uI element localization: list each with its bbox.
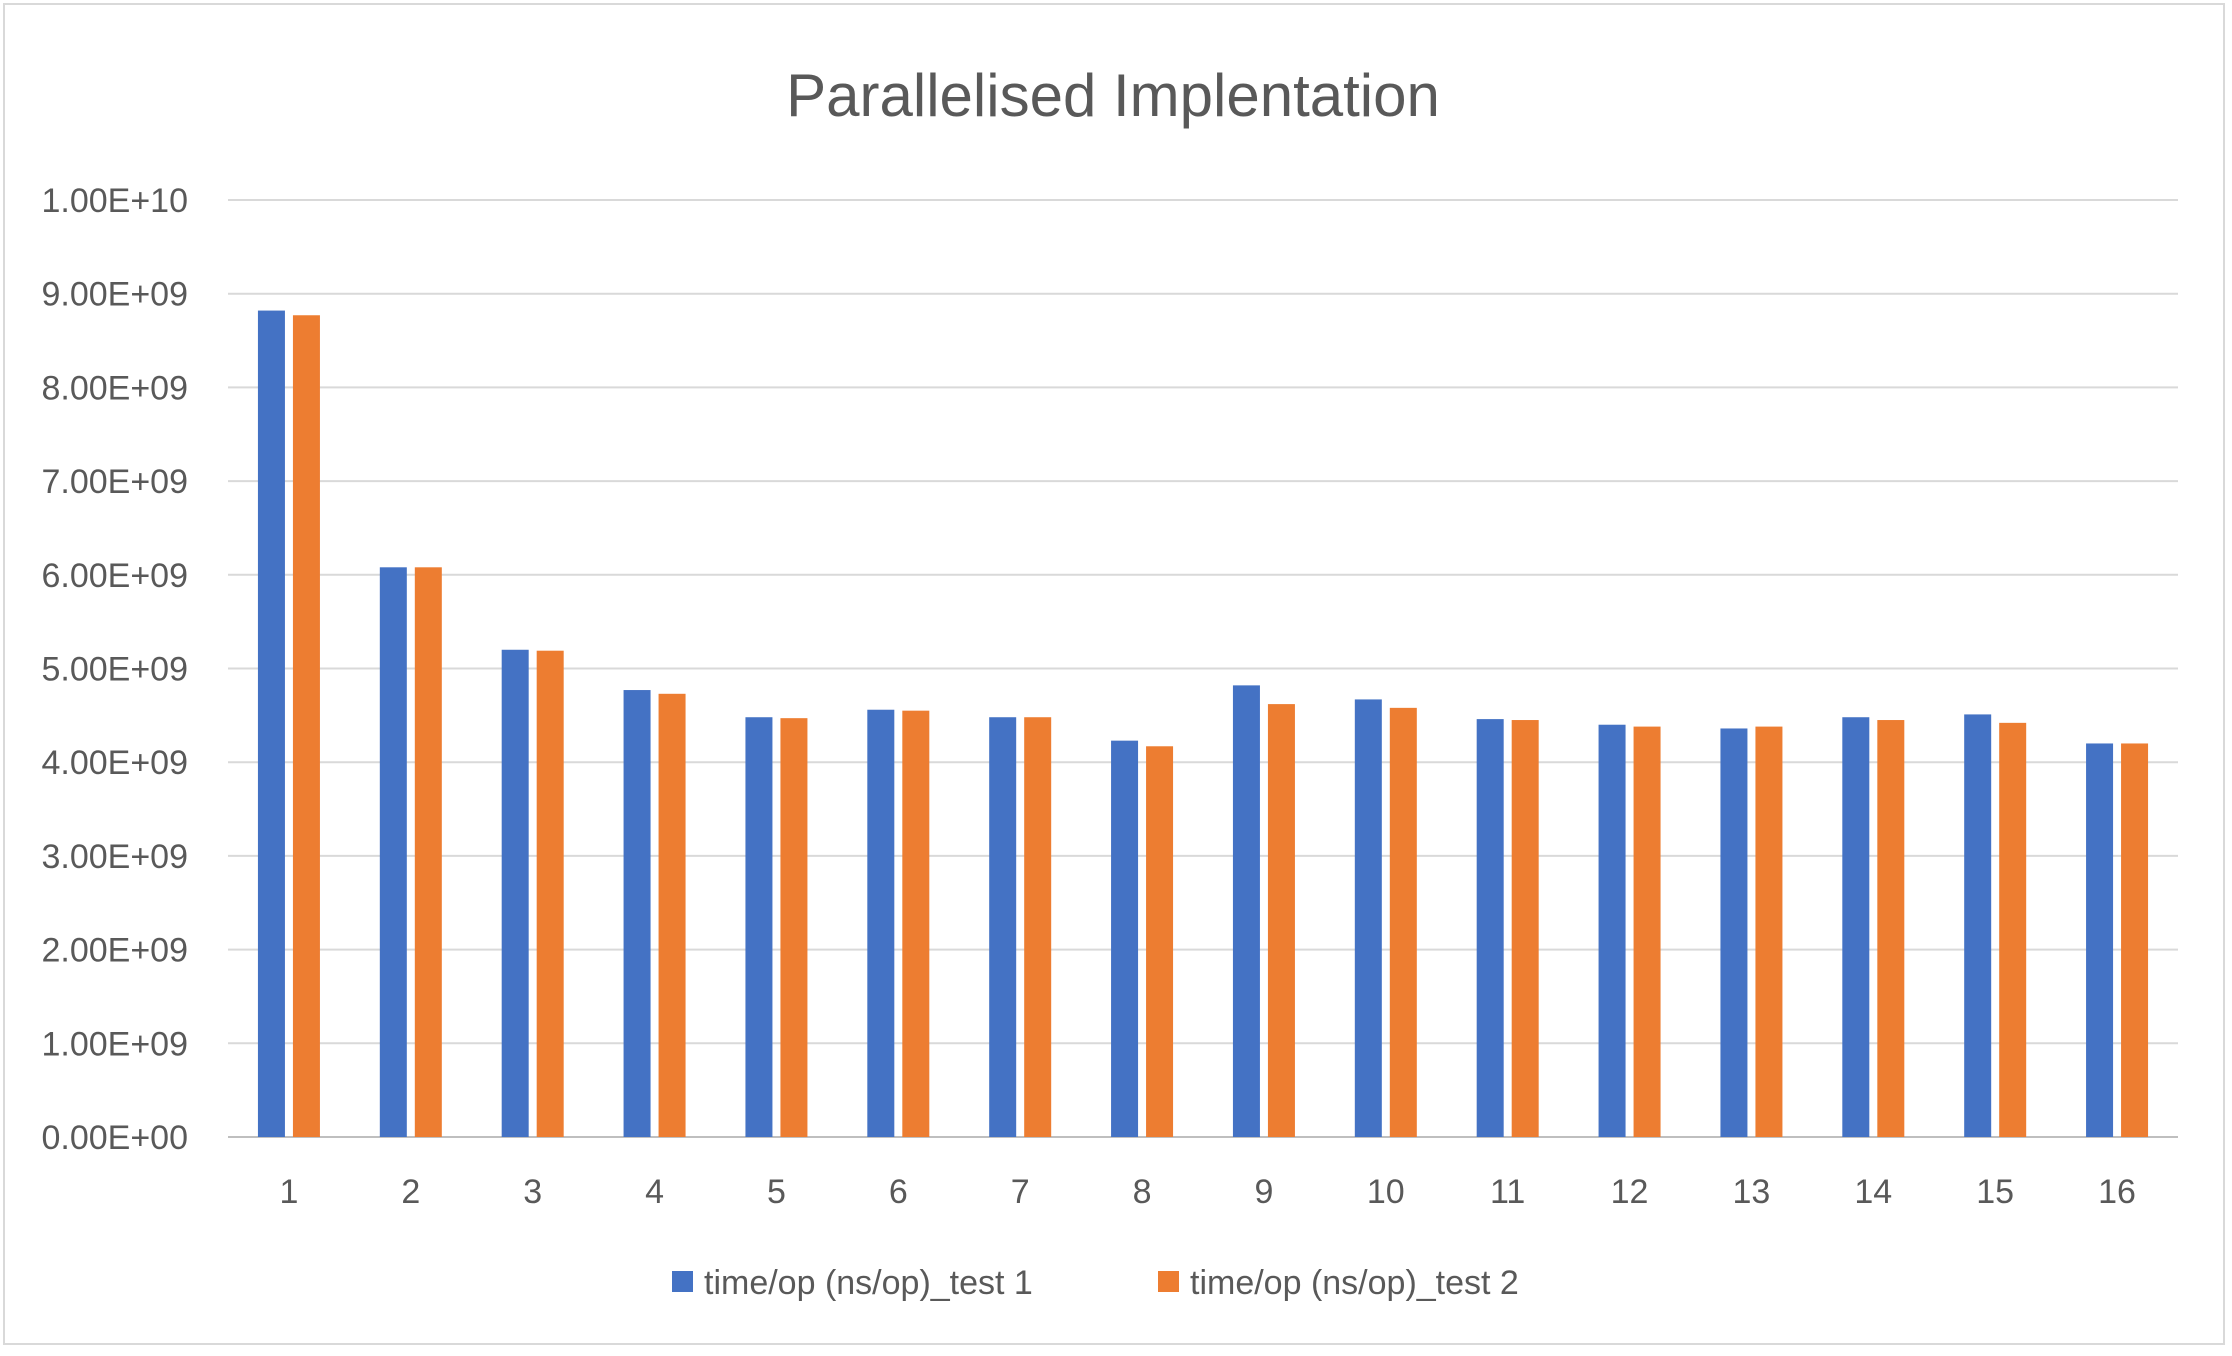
- x-tick-label: 7: [1011, 1173, 1030, 1211]
- x-axis-ticks: 1 2 3 4 5 6 7 8 9 10 11 12 13 14 15 16: [279, 1173, 2136, 1211]
- bar-series-2: [1511, 720, 1539, 1137]
- x-tick-label: 16: [2098, 1173, 2136, 1211]
- x-tick-label: 4: [645, 1173, 664, 1211]
- bar-series-2: [1877, 720, 1905, 1137]
- x-tick-label: 5: [767, 1173, 786, 1211]
- y-tick-label: 9.00E+09: [41, 276, 188, 314]
- legend: time/op (ns/op)_test 1 time/op (ns/op)_te…: [672, 1264, 1519, 1302]
- bar-series-2: [780, 718, 808, 1137]
- bar-series-1: [1354, 699, 1382, 1137]
- y-tick-label: 1.00E+09: [41, 1025, 188, 1063]
- y-tick-label: 4.00E+09: [41, 744, 188, 782]
- bar-series-2: [902, 710, 930, 1137]
- bar-series-2: [2121, 743, 2149, 1137]
- x-tick-label: 8: [1133, 1173, 1152, 1211]
- x-tick-label: 11: [1490, 1173, 1525, 1211]
- y-tick-label: 8.00E+09: [41, 369, 188, 407]
- x-tick-label: 6: [889, 1173, 908, 1211]
- y-tick-label: 0.00E+00: [41, 1119, 188, 1157]
- bar-series-2: [1755, 726, 1783, 1137]
- y-tick-label: 1.00E+10: [41, 182, 188, 220]
- bar-series-1: [1842, 717, 1870, 1137]
- x-tick-label: 14: [1854, 1173, 1892, 1211]
- x-tick-label: 2: [401, 1173, 420, 1211]
- x-tick-label: 13: [1733, 1173, 1771, 1211]
- bars: [257, 310, 2149, 1138]
- x-tick-label: 12: [1611, 1173, 1649, 1211]
- bar-series-1: [1598, 724, 1626, 1137]
- bar-series-2: [1389, 707, 1417, 1137]
- bar-series-2: [658, 693, 686, 1137]
- y-tick-label: 2.00E+09: [41, 932, 188, 970]
- legend-label-2: time/op (ns/op)_test 2: [1190, 1264, 1519, 1302]
- bar-series-2: [414, 567, 442, 1137]
- y-tick-label: 7.00E+09: [41, 463, 188, 501]
- bar-series-1: [2086, 743, 2114, 1137]
- bar-series-1: [989, 717, 1017, 1137]
- legend-label-1: time/op (ns/op)_test 1: [704, 1264, 1033, 1302]
- bar-series-1: [1964, 714, 1992, 1137]
- bar-series-1: [501, 649, 529, 1137]
- bar-series-1: [379, 567, 407, 1137]
- bar-series-1: [623, 690, 651, 1137]
- bar-series-2: [1267, 704, 1295, 1137]
- bar-series-2: [292, 315, 320, 1138]
- legend-swatch-2: [1158, 1271, 1179, 1292]
- x-tick-label: 9: [1254, 1173, 1273, 1211]
- bar-series-2: [1633, 726, 1661, 1137]
- x-tick-label: 10: [1367, 1173, 1405, 1211]
- y-tick-label: 3.00E+09: [41, 838, 188, 876]
- bar-series-1: [1232, 685, 1260, 1137]
- chart-title: Parallelised Implentation: [786, 62, 1440, 129]
- bar-series-1: [1476, 719, 1504, 1137]
- bar-series-1: [1720, 728, 1748, 1137]
- y-axis-ticks: 0.00E+00 1.00E+09 2.00E+09 3.00E+09 4.00E+09…: [41, 182, 188, 1157]
- legend-swatch-1: [672, 1271, 693, 1292]
- x-tick-label: 15: [1976, 1173, 2014, 1211]
- bar-series-1: [257, 310, 285, 1137]
- bar-series-1: [1111, 740, 1139, 1137]
- bar-series-2: [1024, 717, 1052, 1137]
- y-tick-label: 5.00E+09: [41, 651, 188, 689]
- bar-series-2: [536, 650, 564, 1137]
- x-tick-label: 3: [523, 1173, 542, 1211]
- bar-series-1: [867, 709, 895, 1137]
- x-tick-label: 1: [279, 1173, 298, 1211]
- bar-series-1: [745, 717, 773, 1137]
- bar-series-2: [1146, 746, 1174, 1137]
- bar-series-2: [1999, 722, 2027, 1137]
- y-tick-label: 6.00E+09: [41, 557, 188, 595]
